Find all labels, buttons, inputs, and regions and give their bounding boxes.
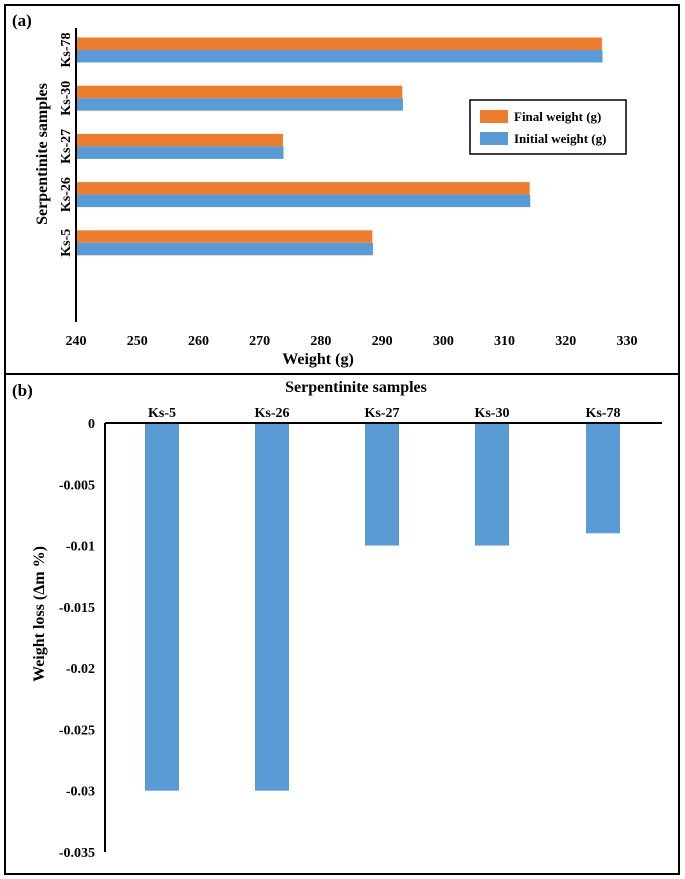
y-tick-0-025: -0.025 [59, 723, 95, 738]
category-label-ks-27: Ks-27 [365, 406, 400, 421]
y-tick-0-01: -0.01 [66, 540, 95, 555]
bar-ks-78-initial-weight [76, 50, 603, 63]
x-tick-300: 300 [433, 334, 454, 349]
y-tick-0-02: -0.02 [66, 662, 95, 677]
category-label-ks-26: Ks-26 [59, 177, 74, 212]
bar-ks-26-final-weight [76, 182, 530, 195]
x-tick-290: 290 [372, 334, 393, 349]
panel-b-x-axis-title: Serpentinite samples [285, 379, 427, 396]
panel-b-label: (b) [12, 381, 33, 400]
legend-swatch-initial-weight [480, 132, 508, 145]
y-tick-0: 0 [88, 417, 95, 432]
panel-a-y-axis-title: Serpentinite samples [34, 83, 51, 225]
panel-a-label: (a) [12, 11, 32, 30]
bar-ks-30-weight-loss [475, 423, 509, 546]
category-label-ks-78: Ks-78 [586, 406, 621, 421]
x-tick-280: 280 [310, 334, 331, 349]
y-tick-0-015: -0.015 [59, 601, 95, 616]
x-tick-330: 330 [617, 334, 638, 349]
x-tick-250: 250 [127, 334, 148, 349]
panel-b-bars [145, 423, 620, 791]
panel-b-y-axis-title: Weight loss (Δm %) [31, 546, 48, 682]
bar-ks-27-weight-loss [365, 423, 399, 546]
bar-ks-5-final-weight [76, 230, 373, 243]
x-tick-260: 260 [188, 334, 209, 349]
bar-ks-26-weight-loss [255, 423, 289, 791]
panel-b: (b) Serpentinite samples Weight loss (Δm… [4, 373, 680, 875]
category-label-ks-78: Ks-78 [59, 33, 74, 68]
y-tick-0-005: -0.005 [59, 478, 95, 493]
bar-ks-30-initial-weight [76, 98, 403, 111]
panel-a: (a) Ks-5 Ks-26 Ks-27 Ks-30 Ks-78 240 250 260 27… [4, 4, 680, 375]
legend-swatch-final-weight [480, 110, 508, 123]
bar-ks-27-final-weight [76, 133, 283, 147]
bar-ks-27-initial-weight [76, 146, 284, 159]
bar-ks-78-weight-loss [586, 423, 620, 534]
y-tick-0-035: -0.035 [59, 846, 95, 861]
x-tick-270: 270 [249, 334, 270, 349]
category-label-ks-5: Ks-5 [59, 229, 74, 257]
panel-b-border [4, 373, 680, 875]
x-tick-240: 240 [66, 334, 87, 349]
bar-ks-5-weight-loss [145, 423, 179, 791]
x-tick-310: 310 [494, 334, 515, 349]
y-tick-0-03: -0.03 [66, 785, 95, 800]
panel-a-x-axis-title: Weight (g) [282, 351, 354, 368]
category-label-ks-30: Ks-30 [59, 81, 74, 116]
bar-ks-26-initial-weight [76, 194, 531, 208]
category-label-ks-5: Ks-5 [148, 406, 176, 421]
x-tick-320: 320 [555, 334, 576, 349]
bar-ks-30-final-weight [76, 85, 403, 99]
legend-label-initial-weight: Initial weight (g) [514, 131, 606, 146]
panel-a-bars [76, 37, 603, 256]
category-label-ks-26: Ks-26 [255, 406, 290, 421]
bar-ks-78-final-weight [76, 37, 602, 50]
panel-a-legend: Final weight (g) Initial weight (g) [469, 99, 627, 155]
category-label-ks-30: Ks-30 [475, 406, 510, 421]
panel-b-category-labels: Ks-5 Ks-26 Ks-27 Ks-30 Ks-78 [148, 406, 621, 421]
bar-ks-5-initial-weight [76, 242, 373, 256]
panel-a-category-labels: Ks-5 Ks-26 Ks-27 Ks-30 Ks-78 [59, 33, 74, 257]
panel-a-x-tick-labels: 240 250 260 270 280 290 300 310 320 330 [66, 334, 638, 349]
panel-b-y-tick-labels: 0 -0.005 -0.01 -0.015 -0.02 -0.025 -0.03 -0.035 [59, 417, 95, 861]
legend-label-final-weight: Final weight (g) [514, 109, 601, 124]
category-label-ks-27: Ks-27 [59, 129, 74, 164]
